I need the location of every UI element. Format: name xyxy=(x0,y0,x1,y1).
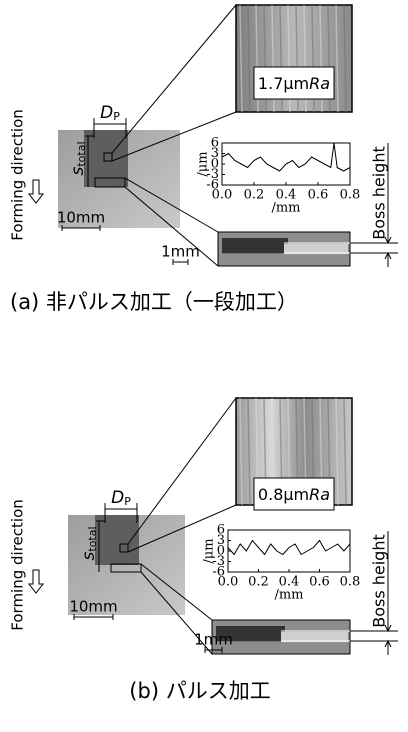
x-axis-label: /mm xyxy=(271,201,300,216)
x-tick-label: 0.0 xyxy=(218,575,239,590)
x-tick-label: 0.2 xyxy=(244,188,265,203)
dp-symbol: D xyxy=(100,103,113,123)
scale-label: 10mm xyxy=(57,209,105,227)
x-tick-label: 0.6 xyxy=(309,575,330,590)
x-tick-label: 0.0 xyxy=(212,188,233,203)
s-subscript: total xyxy=(75,141,88,166)
s-symbol: s xyxy=(79,552,99,561)
dp-subscript: P xyxy=(124,495,131,508)
x-tick-label: 0.2 xyxy=(248,575,269,590)
forming-direction: Forming direction xyxy=(9,109,27,240)
direction-arrow xyxy=(29,570,43,593)
y-axis-label: /μm xyxy=(202,538,217,563)
dp-symbol: D xyxy=(111,488,124,508)
boss-height-label: Boss height xyxy=(370,146,389,240)
x-tick-label: 0.8 xyxy=(340,188,361,203)
section-dark xyxy=(222,238,288,253)
dp-subscript: P xyxy=(113,110,120,123)
caption: (b) パルス加工 xyxy=(129,679,270,703)
s-subscript: total xyxy=(86,526,99,551)
roughness-value: 1.7μm xyxy=(258,74,309,93)
roughness-label: 0.8μmRa xyxy=(258,485,330,504)
scale-label: 10mm xyxy=(69,598,117,616)
x-axis-label: /mm xyxy=(274,588,303,603)
caption: (a) 非パルス加工（一段加工） xyxy=(10,290,298,314)
x-tick-label: 0.8 xyxy=(340,575,361,590)
boss-height-label: Boss height xyxy=(370,534,389,628)
dp-label: DP xyxy=(111,488,131,508)
roughness-label: 1.7μmRa xyxy=(258,74,330,93)
roughness-unit: Ra xyxy=(309,74,330,93)
dp-label: DP xyxy=(100,103,120,123)
boss-region xyxy=(95,515,139,565)
scale-label: 1mm xyxy=(161,243,200,261)
figure: 1.7μmRaDPstotalForming direction10mm1mmB… xyxy=(0,0,408,732)
direction-arrow xyxy=(29,180,43,203)
forming-direction: Forming direction xyxy=(9,499,27,630)
y-axis-label: /μm xyxy=(196,151,211,176)
scale-label: 1mm xyxy=(194,631,233,649)
roughness-unit: Ra xyxy=(309,485,330,504)
s-symbol: s xyxy=(68,167,88,176)
x-tick-label: 0.6 xyxy=(308,188,329,203)
roughness-value: 0.8μm xyxy=(258,485,309,504)
